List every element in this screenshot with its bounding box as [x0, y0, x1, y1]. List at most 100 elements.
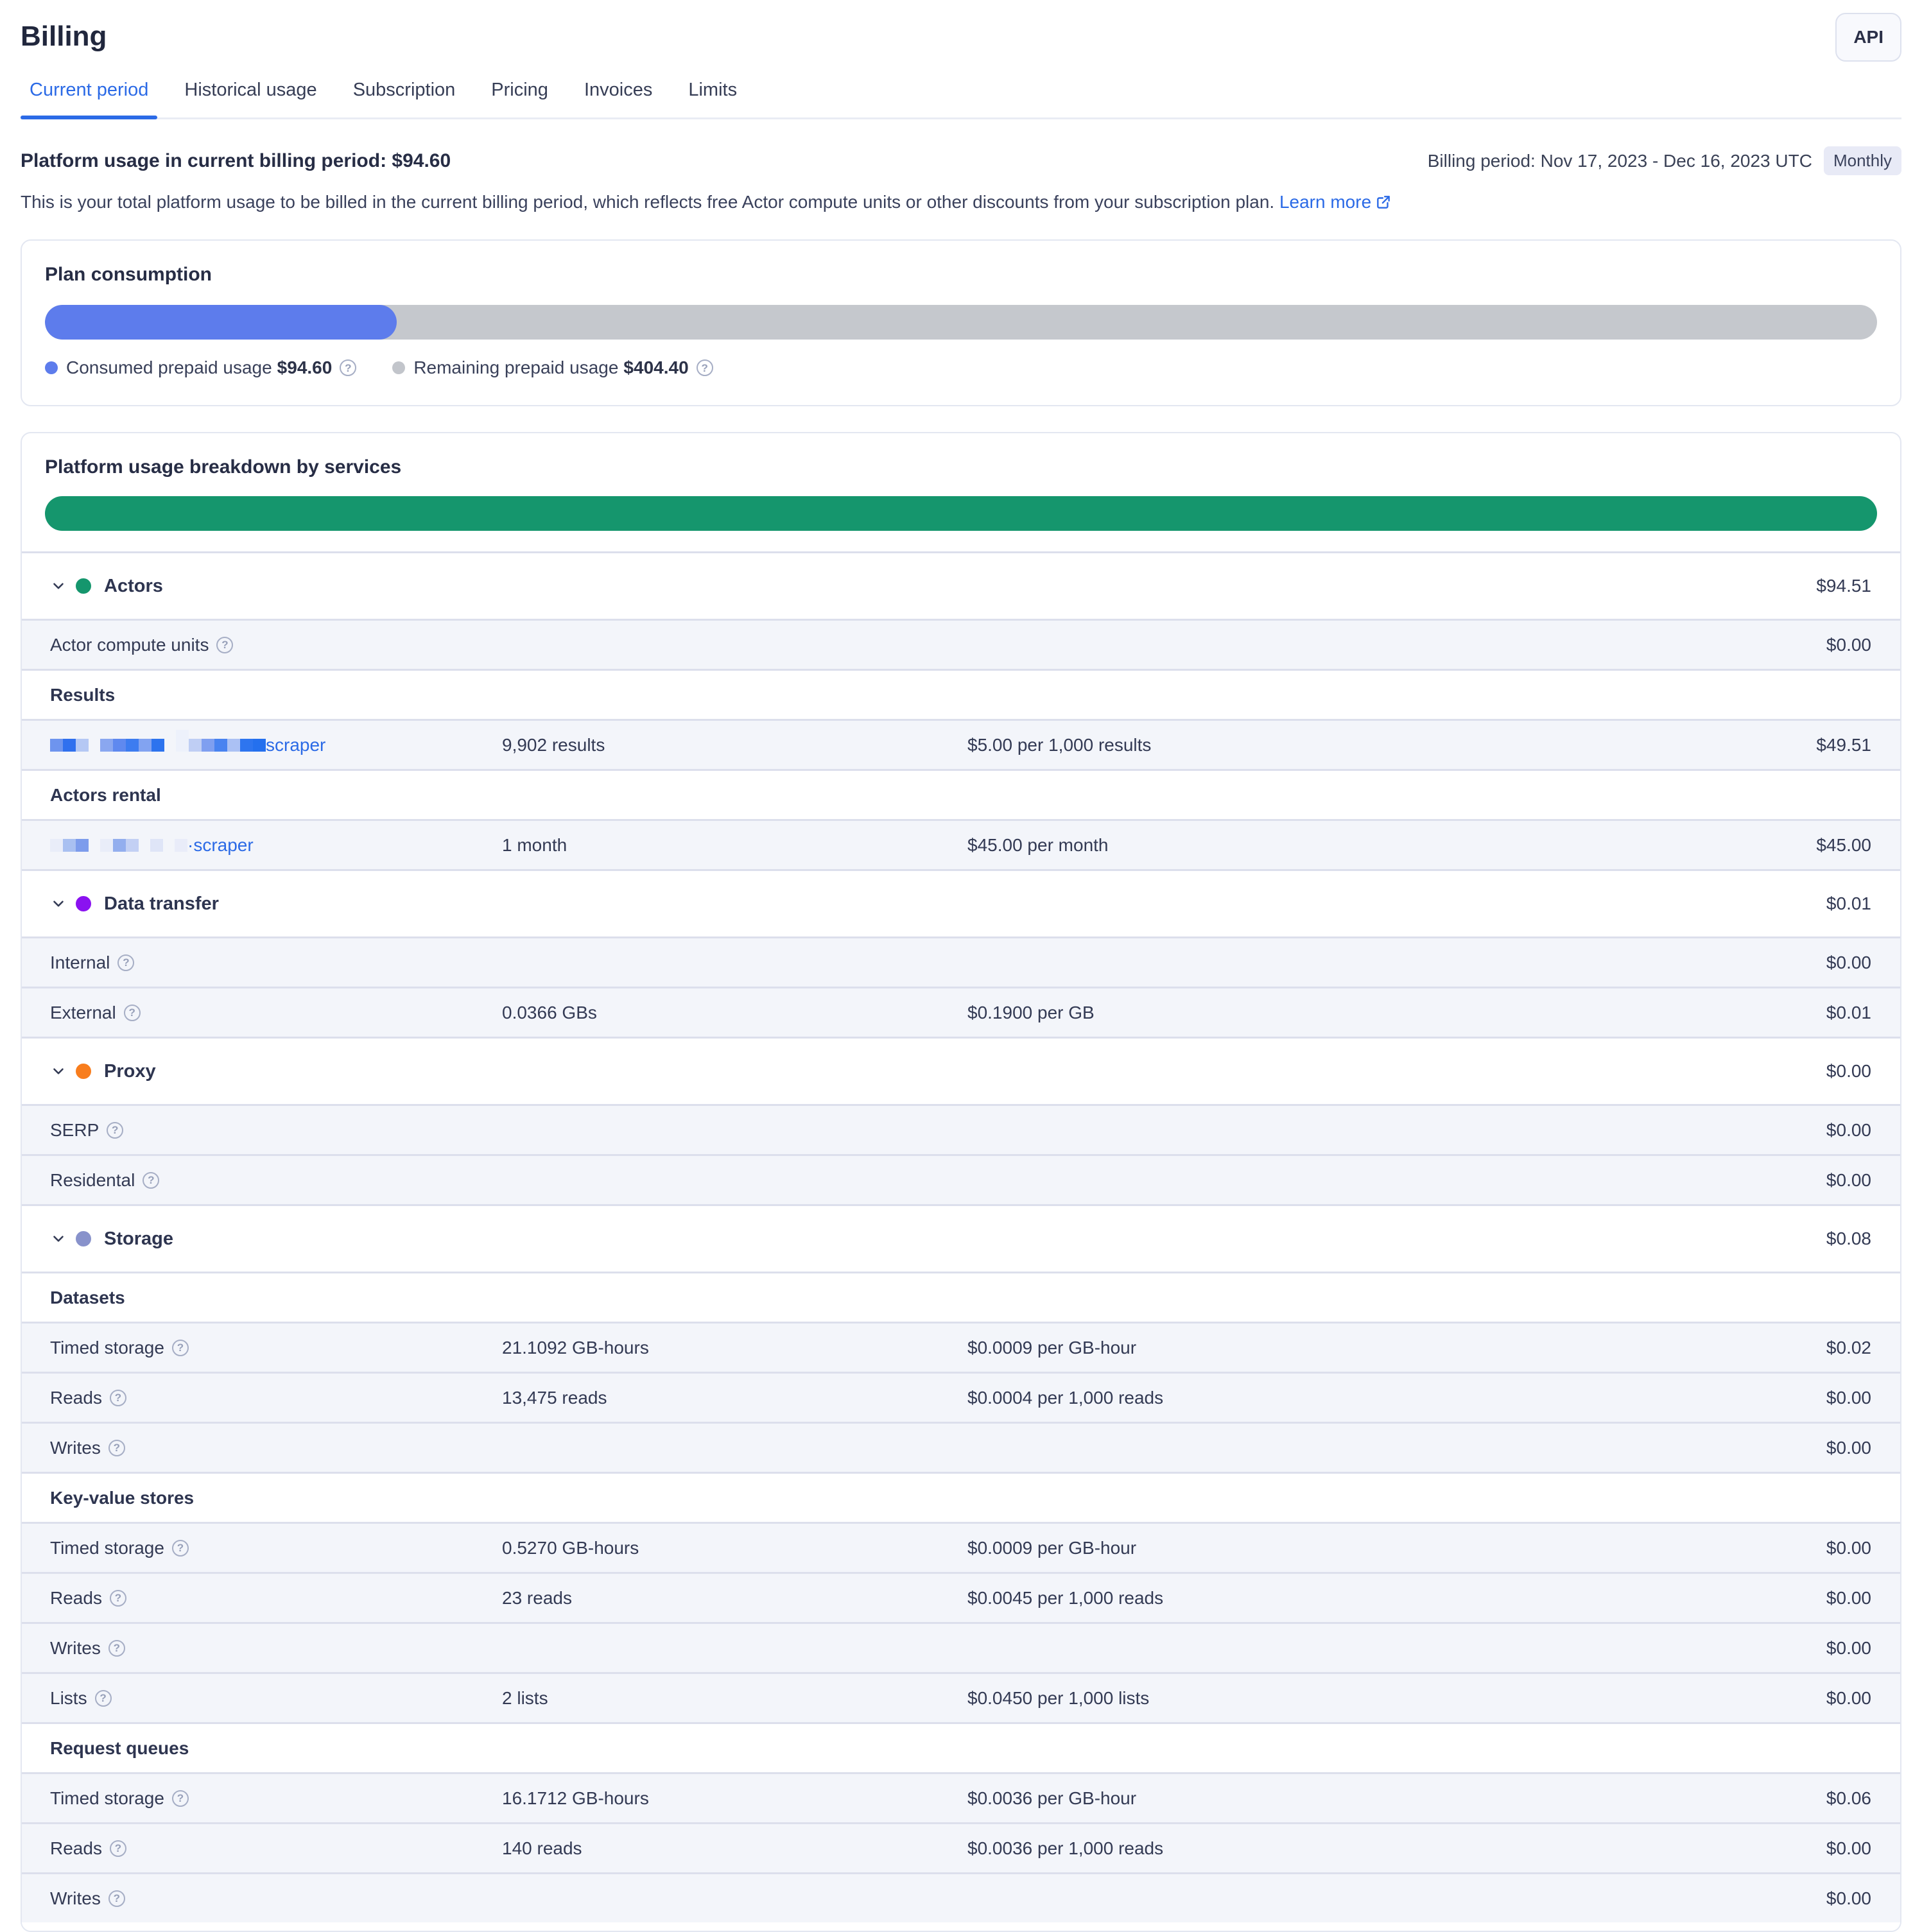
redacted-block: [126, 838, 139, 852]
help-icon[interactable]: ?: [171, 1790, 189, 1807]
help-icon[interactable]: ?: [109, 1840, 126, 1857]
row-amount: $0.06: [1826, 1788, 1871, 1808]
tab-historical-usage[interactable]: Historical usage: [184, 80, 317, 100]
remaining-legend-item: Remaining prepaid usage $404.40 ?: [392, 358, 713, 378]
help-icon[interactable]: ?: [108, 1639, 125, 1657]
redacted-block: [189, 738, 202, 752]
row-amount: $0.00: [1826, 1888, 1871, 1908]
tab-subscription[interactable]: Subscription: [352, 80, 456, 100]
usage-breakdown-card: Platform usage breakdown by services Act…: [21, 432, 1901, 1932]
row-label: Timed storage?: [50, 1788, 189, 1809]
api-button[interactable]: API: [1835, 13, 1901, 62]
usage-row: Writes? $0.00: [22, 1622, 1900, 1672]
row-quantity: 2 lists: [502, 1687, 548, 1708]
row-content: Data transfer $0.01: [22, 871, 1900, 936]
row-content: Actor compute units? $0.00: [22, 621, 1900, 669]
service-group-row[interactable]: Proxy $0.00: [22, 1037, 1900, 1104]
row-content: Writes? $0.00: [22, 1424, 1900, 1472]
service-color-dot: [76, 896, 91, 911]
plan-consumption-card: Plan consumption Consumed prepaid usage …: [21, 239, 1901, 406]
usage-row: Reads? 13,475 reads $0.0004 per 1,000 read…: [22, 1372, 1900, 1422]
tab-pricing[interactable]: Pricing: [491, 80, 548, 100]
help-icon[interactable]: ?: [109, 1589, 126, 1607]
row-unit-price: $0.0009 per GB-hour: [967, 1537, 1137, 1558]
help-icon[interactable]: ?: [143, 1171, 160, 1189]
row-quantity: 1 month: [502, 834, 567, 855]
row-content: Actors $94.51: [22, 553, 1900, 619]
help-icon[interactable]: ?: [696, 359, 713, 376]
row-label: Writes?: [50, 1438, 125, 1458]
plan-consumption-bar: [45, 305, 1877, 340]
usage-row: ·scraper 1 month $45.00 per month $45.00: [22, 819, 1900, 869]
tab-invoices[interactable]: Invoices: [584, 80, 653, 100]
redacted-block: [176, 729, 189, 752]
redacted-block: [113, 838, 126, 852]
help-icon[interactable]: ?: [107, 1121, 124, 1139]
row-quantity: 0.5270 GB-hours: [502, 1537, 639, 1558]
subsection-label: Results: [50, 684, 116, 705]
consumed-bar-segment: [45, 305, 397, 340]
service-group-row[interactable]: Storage $0.08: [22, 1204, 1900, 1272]
usage-description: This is your total platform usage to be …: [21, 189, 1901, 215]
row-amount: $45.00: [1816, 834, 1871, 855]
help-icon[interactable]: ?: [216, 636, 234, 653]
row-content: Reads? 140 reads $0.0036 per 1,000 reads $0…: [22, 1824, 1900, 1872]
row-quantity: 23 reads: [502, 1587, 572, 1608]
row-amount: $0.00: [1826, 1838, 1871, 1858]
row-content: Datasets: [22, 1273, 1900, 1322]
tab-current-period[interactable]: Current period: [20, 80, 158, 119]
usage-row: External? 0.0366 GBs $0.1900 per GB $0.01: [22, 987, 1900, 1037]
redacted-block: [63, 838, 76, 852]
row-content: Key-value stores: [22, 1474, 1900, 1522]
service-group-row[interactable]: Data transfer $0.01: [22, 869, 1900, 936]
help-icon[interactable]: ?: [117, 954, 135, 971]
redacted-chunk: [176, 729, 266, 752]
service-name: Storage: [104, 1228, 173, 1249]
service-group-row[interactable]: Actors $94.51: [22, 551, 1900, 619]
help-icon[interactable]: ?: [108, 1890, 125, 1907]
usage-row: Reads? 140 reads $0.0036 per 1,000 reads $0…: [22, 1822, 1900, 1872]
chevron-down-icon: [50, 895, 67, 912]
service-color-dot: [76, 1064, 91, 1079]
help-icon[interactable]: ?: [94, 1689, 112, 1707]
redacted-block: [126, 738, 139, 752]
row-content: Timed storage? 0.5270 GB-hours $0.0009 per…: [22, 1524, 1900, 1572]
help-icon[interactable]: ?: [109, 1389, 126, 1406]
redacted-actor-name: [50, 729, 266, 752]
row-unit-price: $45.00 per month: [967, 834, 1109, 855]
row-content: Lists? 2 lists $0.0450 per 1,000 lists $0.0…: [22, 1674, 1900, 1722]
redacted-chunk: [175, 838, 187, 852]
service-name: Proxy: [104, 1060, 156, 1082]
row-label: Reads?: [50, 1838, 126, 1859]
actor-link[interactable]: scraper: [266, 734, 326, 755]
help-icon[interactable]: ?: [108, 1439, 125, 1456]
row-content: Results: [22, 671, 1900, 719]
row-unit-price: $0.0036 per GB-hour: [967, 1788, 1137, 1808]
redacted-block: [100, 838, 113, 852]
tab-limits[interactable]: Limits: [688, 80, 738, 100]
row-content: Timed storage? 21.1092 GB-hours $0.0009 pe…: [22, 1324, 1900, 1372]
row-label: Reads?: [50, 1388, 126, 1408]
row-content: Reads? 23 reads $0.0045 per 1,000 reads $0.…: [22, 1574, 1900, 1622]
help-icon[interactable]: ?: [171, 1339, 189, 1356]
redacted-block: [150, 838, 163, 852]
row-amount: $0.00: [1826, 1587, 1871, 1608]
row-unit-price: $0.0450 per 1,000 lists: [967, 1687, 1150, 1708]
row-unit-price: $0.0036 per 1,000 reads: [967, 1838, 1164, 1858]
row-amount: $0.00: [1826, 634, 1871, 655]
row-amount: $49.51: [1816, 734, 1871, 755]
row-content: ·scraper 1 month $45.00 per month $45.00: [22, 821, 1900, 869]
usage-row: scraper 9,902 results $5.00 per 1,000 resu…: [22, 719, 1900, 769]
remaining-dot: [392, 361, 406, 374]
redacted-chunk: [100, 738, 164, 752]
redacted-block: [139, 738, 152, 752]
help-icon[interactable]: ?: [340, 359, 357, 376]
redacted-block: [50, 838, 63, 852]
row-content: Writes? $0.00: [22, 1874, 1900, 1922]
help-icon[interactable]: ?: [171, 1539, 189, 1557]
learn-more-link[interactable]: Learn more: [1279, 192, 1392, 212]
consumed-legend-item: Consumed prepaid usage $94.60 ?: [45, 358, 357, 378]
help-icon[interactable]: ?: [123, 1004, 141, 1021]
actor-link[interactable]: ·scraper: [187, 834, 254, 855]
